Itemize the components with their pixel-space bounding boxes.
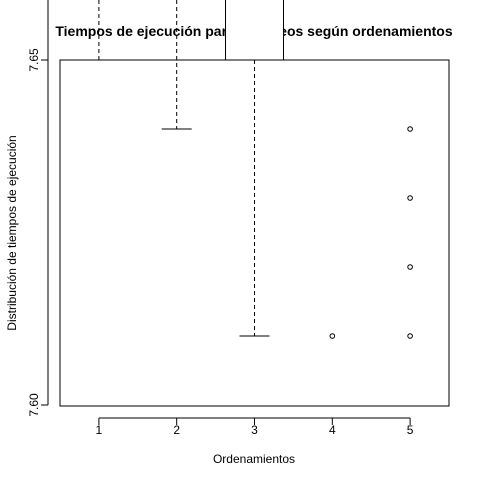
y-tick-label: 7.65 bbox=[27, 48, 41, 72]
outlier-point bbox=[407, 126, 413, 132]
x-axis-label: Ordenamientos bbox=[213, 452, 295, 466]
outlier-point bbox=[407, 264, 413, 270]
x-tick-label: 2 bbox=[173, 423, 180, 437]
box-2 bbox=[161, 0, 192, 130]
y-axis-label: Distribución de tiempos de ejecución bbox=[5, 135, 19, 330]
outlier-point bbox=[329, 333, 336, 339]
x-tick-label: 4 bbox=[329, 423, 336, 437]
boxes-layer bbox=[83, 0, 413, 339]
x-axis: 1 2 3 4 5 bbox=[96, 417, 414, 437]
y-axis: 7.607.657.707.757.807.857.907.95 bbox=[27, 0, 49, 417]
y-tick-label: 7.60 bbox=[27, 393, 41, 417]
iqr-box bbox=[225, 0, 284, 61]
outlier-point bbox=[407, 333, 413, 339]
box-4 bbox=[329, 333, 336, 339]
x-tick-label: 5 bbox=[407, 423, 414, 437]
outlier-point bbox=[407, 195, 413, 201]
x-tick-label: 3 bbox=[251, 423, 258, 437]
x-tick-label: 1 bbox=[96, 423, 103, 437]
box-1 bbox=[83, 0, 114, 61]
box-5 bbox=[407, 126, 413, 339]
box-3 bbox=[225, 0, 284, 337]
